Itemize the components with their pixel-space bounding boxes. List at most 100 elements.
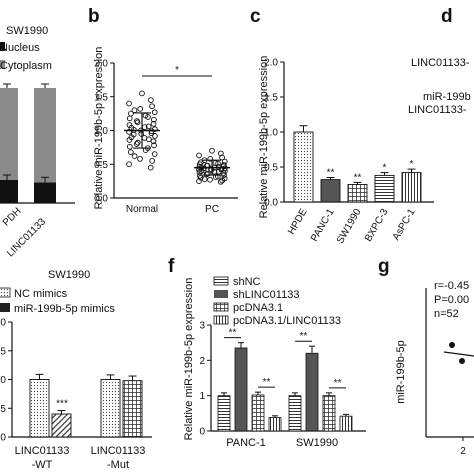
panel-f-tick-panc1: PANC-1 — [226, 437, 266, 449]
scatter-point-pc — [209, 147, 215, 154]
scatter-point-normal — [126, 115, 133, 122]
panel-f-tick-sw1990: SW1990 — [296, 437, 338, 449]
panel-c-y-tick-label: 1.5 — [264, 93, 278, 104]
significance-label: * — [410, 159, 414, 170]
panel-g-stat-r: r=-0.45 — [434, 280, 469, 292]
scatter-point-normal — [134, 119, 141, 126]
panel-a-tick-gapdh: PDH — [1, 206, 24, 229]
scatter-point-normal — [152, 133, 158, 139]
panel-g-fit-line — [443, 351, 474, 357]
legend-swatch-cytoplasm — [0, 60, 5, 69]
significance-label: ** — [327, 168, 335, 179]
panel-b: b Relative miR-199b-5p expression 0.0 0.5… — [88, 6, 238, 215]
panel-d: d LINC01133- miR-199b LINC01133- — [408, 6, 471, 116]
scatter-point-pc — [196, 161, 203, 168]
panel-a-bars — [0, 83, 56, 203]
significance-label: ** — [354, 172, 362, 183]
scatter-point-normal — [149, 103, 155, 110]
scatter-point-normal — [148, 97, 154, 103]
panel-c-letter: c — [250, 6, 261, 27]
scatter-point-normal — [150, 120, 157, 127]
bar-hpde — [293, 131, 314, 203]
panel-b-tick-normal: Normal — [126, 204, 158, 215]
bar-nc-mimics — [100, 379, 121, 438]
panel-g-ylabel: miR-199b-5p — [395, 340, 407, 404]
scatter-point-pc — [201, 176, 208, 182]
scatter-point-normal — [147, 164, 154, 171]
significance-label: ** — [300, 331, 308, 342]
panel-c-y-ticks: 0.0 0.5 1.0 1.5 2.0 — [264, 58, 284, 209]
scatter-point-normal — [138, 131, 145, 137]
scatter-point-pc — [217, 178, 224, 185]
panel-d-line-3: LINC01133- — [408, 104, 467, 116]
bar-pcdna3-1-linc01133 — [339, 415, 353, 432]
panel-c-y-tick-label: 2.0 — [264, 58, 278, 69]
scatter-point-normal — [126, 137, 133, 143]
scatter-point-pc — [218, 150, 224, 157]
panel-f-y-ticks: 0 1 2 3 — [199, 321, 211, 438]
scatter-point-normal — [151, 116, 157, 123]
scatter-point-normal — [145, 114, 151, 120]
bar-nucleus — [0, 180, 18, 203]
panel-c-tick-sw1990: SW1990 — [335, 207, 364, 246]
panel-f-y-tick-label: 2 — [199, 356, 205, 367]
scatter-point-pc — [221, 158, 228, 165]
legend-swatch-shnc — [213, 276, 229, 286]
panel-a-legend-nucleus: Nucleus — [0, 42, 40, 54]
bar-pcdna3-1 — [251, 394, 265, 432]
scatter-point-normal — [151, 151, 158, 157]
scatter-point-normal — [137, 156, 143, 162]
bar-cytoplasm — [34, 88, 56, 183]
panel-c-y-tick-label: 1.0 — [264, 128, 278, 139]
scatter-point-normal — [126, 129, 132, 135]
panel-d-letter: d — [441, 6, 453, 27]
panel-a: SW1990 Nucleus Cytoplasm PDH LINC01133 — [0, 25, 75, 259]
panel-g: g miR-199b-5p 2 r=-0.45 P=0.00 n=52 — [378, 256, 474, 457]
significance-label: * — [383, 163, 387, 174]
panel-e-group-wt-1: LINC01133 — [15, 445, 70, 457]
panel-g-point — [449, 342, 455, 348]
bar-bxpc-3 — [374, 174, 395, 203]
scatter-point-normal — [128, 110, 134, 117]
scatter-point-pc — [219, 154, 225, 161]
panel-c-tick-aspc1: AsPC-1 — [391, 207, 418, 243]
scatter-point-pc — [207, 176, 213, 183]
panel-c-y-tick-label: 0.0 — [264, 198, 278, 209]
scatter-point-normal — [126, 100, 132, 107]
scatter-point-pc — [203, 171, 210, 178]
bar-pcdna3-1 — [322, 395, 336, 432]
panel-e-y-tick-label: 2.0 — [0, 318, 6, 329]
scatter-point-normal — [149, 158, 156, 164]
scatter-point-normal — [127, 149, 134, 155]
panel-e-title: SW1990 — [48, 269, 90, 281]
bar-aspc-1 — [401, 172, 422, 203]
panel-b-points — [124, 90, 230, 185]
panel-e-bars: *** — [29, 373, 143, 438]
panel-c: c Relative miR-199b-5p expression 0.0 0.5… — [250, 6, 434, 246]
scatter-point-normal — [137, 106, 144, 112]
scatter-point-pc — [196, 169, 203, 176]
bar-nucleus — [34, 182, 56, 203]
panel-f-ylabel: Relative miR-199b-5p expression — [183, 278, 195, 441]
scatter-point-pc — [215, 160, 221, 167]
scatter-point-normal — [133, 141, 140, 147]
panel-c-ylabel: Relative miR-199b-5p expression — [258, 56, 270, 219]
panel-e-group-wt-2: -WT — [32, 459, 53, 471]
panel-g-point — [459, 358, 465, 364]
panel-c-y-tick-label: 0.5 — [264, 163, 278, 174]
panel-c-tick-bxpc3: BXPC-3 — [363, 207, 391, 244]
significance-label: *** — [56, 399, 68, 410]
scatter-point-pc — [219, 177, 226, 184]
legend-swatch-pcdna — [213, 302, 229, 312]
panel-g-x-tick-label: 2 — [460, 446, 466, 457]
scatter-point-normal — [126, 161, 132, 168]
bar-shlinc01133 — [234, 347, 248, 432]
panel-e-legend-nc: NC mimics — [14, 288, 68, 300]
significance-label: ** — [334, 378, 342, 389]
panel-b-ylabel: Relative miR-199b-5p expression — [93, 47, 105, 210]
bar-pcdna3-1-linc01133 — [268, 417, 282, 432]
scatter-point-pc — [207, 156, 214, 162]
panel-e-group-mut-1: LINC01133 — [91, 445, 146, 457]
panel-b-y-ticks: 0.0 0.5 1.0 1.5 2.0 — [94, 59, 114, 205]
